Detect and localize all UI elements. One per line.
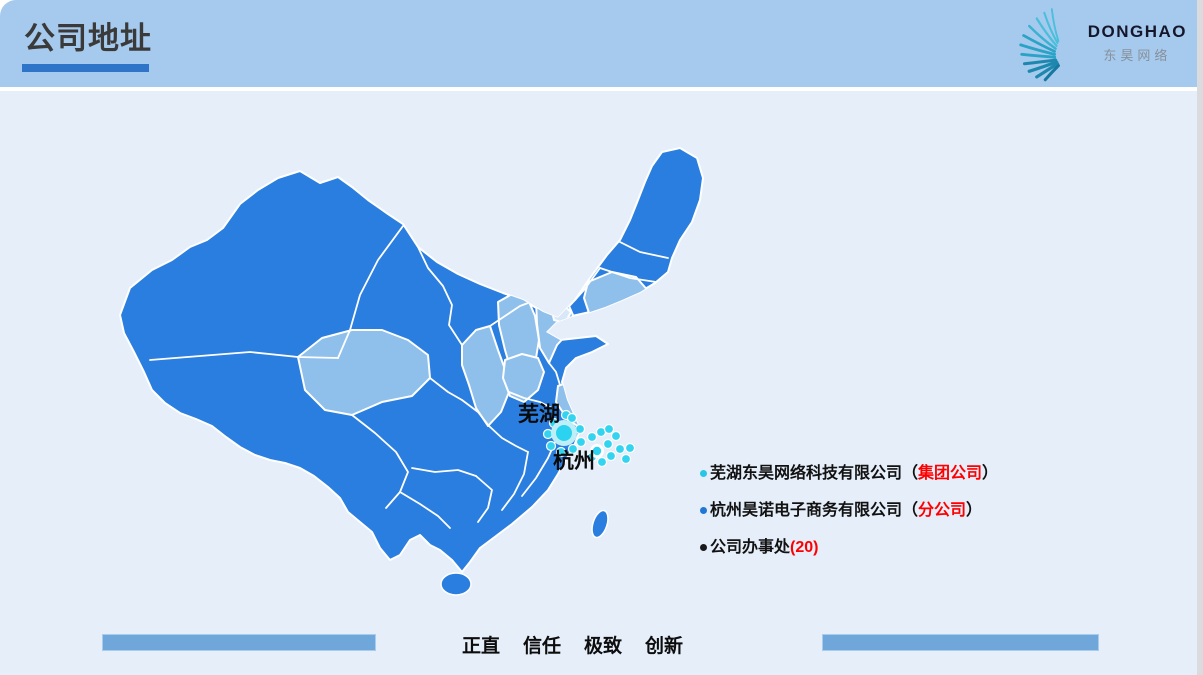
office-dots bbox=[542, 409, 636, 468]
legend-paren: （ bbox=[902, 465, 919, 482]
page-title: 公司地址 bbox=[24, 21, 152, 56]
map-islands bbox=[440, 509, 609, 596]
legend-company-name: 杭州昊诺电子商务有限公司 bbox=[710, 502, 903, 519]
legend-company-name: 芜湖东昊网络科技有限公司 bbox=[710, 465, 903, 482]
company-logo: DONGHAO 东昊网络 bbox=[1016, 4, 1187, 82]
legend-paren: ） bbox=[966, 502, 983, 519]
value-word: 信任 bbox=[523, 636, 562, 657]
title-underline bbox=[22, 64, 149, 72]
title-wrap: 公司地址 bbox=[22, 20, 152, 72]
value-word: 正直 bbox=[462, 636, 501, 657]
company-values: 正直 信任 极致 创新 bbox=[462, 631, 683, 658]
legend-paren: （ bbox=[902, 502, 919, 519]
legend: 芜湖东昊网络科技有限公司（集团公司） 杭州昊诺电子商务有限公司（分公司） 公司办… bbox=[700, 462, 998, 573]
legend-paren: ） bbox=[982, 465, 999, 482]
legend-bullet-cyan bbox=[700, 470, 707, 477]
slide-header: 公司地址 DONGHAO bbox=[0, 0, 1203, 87]
hangzhou-marker bbox=[590, 444, 604, 458]
value-word: 极致 bbox=[584, 636, 623, 657]
footer-bar-left bbox=[102, 634, 376, 651]
wuhu-marker bbox=[551, 420, 577, 446]
map-province-borders bbox=[149, 225, 669, 529]
legend-item-branch-company: 杭州昊诺电子商务有限公司（分公司） bbox=[700, 499, 998, 522]
legend-bullet-blue bbox=[700, 507, 707, 514]
hangzhou-label: 杭州 bbox=[553, 449, 595, 473]
legend-highlight: 集团公司 bbox=[918, 465, 983, 482]
logo-subtitle-text: 东昊网络 bbox=[1103, 48, 1172, 63]
logo-brand-text: DONGHAO bbox=[1087, 22, 1187, 41]
legend-office-count: (20) bbox=[790, 539, 819, 556]
legend-highlight: 分公司 bbox=[918, 502, 967, 519]
legend-company-name: 公司办事处 bbox=[710, 539, 791, 556]
logo-feather-icon bbox=[1019, 8, 1060, 82]
value-word: 创新 bbox=[645, 636, 684, 657]
legend-item-offices: 公司办事处 (20) bbox=[700, 536, 998, 559]
legend-item-group-company: 芜湖东昊网络科技有限公司（集团公司） bbox=[700, 462, 998, 485]
right-edge-strip bbox=[1197, 0, 1203, 675]
wuhu-label: 芜湖 bbox=[518, 403, 560, 426]
logo-text: DONGHAO 东昊网络 bbox=[1088, 22, 1187, 64]
footer-bar-right bbox=[822, 634, 1099, 651]
legend-bullet-black bbox=[700, 544, 707, 551]
